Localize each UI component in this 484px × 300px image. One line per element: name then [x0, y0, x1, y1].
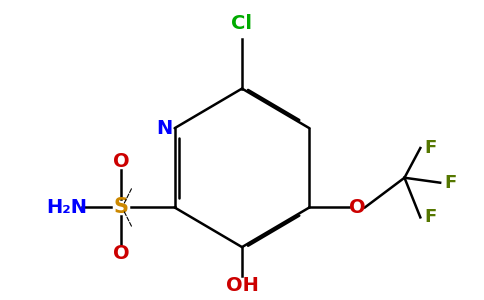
Text: F: F: [424, 139, 437, 157]
Text: F: F: [424, 208, 437, 226]
Text: O: O: [113, 244, 129, 262]
Text: S: S: [114, 197, 129, 218]
Text: F: F: [444, 174, 456, 192]
Text: H₂N: H₂N: [46, 198, 87, 217]
Text: O: O: [348, 198, 365, 217]
Text: Cl: Cl: [231, 14, 253, 33]
Text: O: O: [113, 152, 129, 171]
Text: OH: OH: [226, 276, 258, 295]
Text: N: N: [157, 119, 173, 138]
